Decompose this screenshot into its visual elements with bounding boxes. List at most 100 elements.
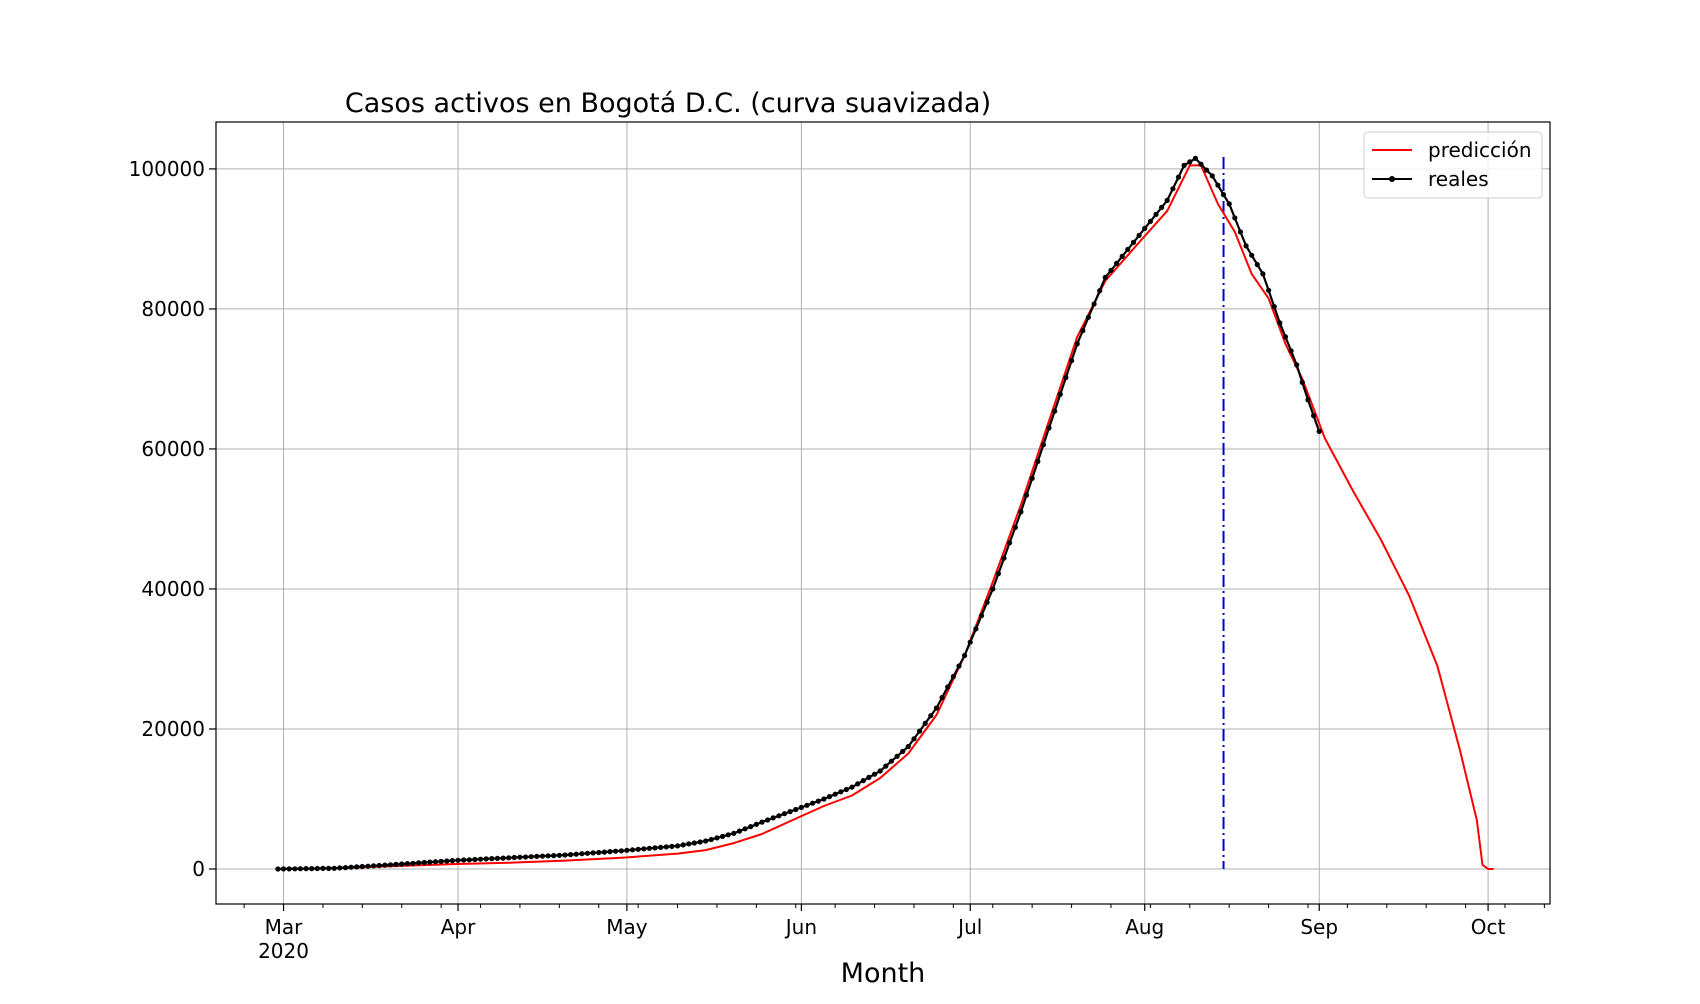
data-point: [821, 796, 827, 802]
data-point: [770, 815, 776, 821]
data-point: [382, 862, 388, 868]
data-point: [686, 841, 692, 847]
data-point: [1029, 475, 1035, 481]
x-tick-label: Jun: [784, 915, 817, 939]
data-point: [872, 771, 878, 777]
data-point: [1007, 540, 1013, 546]
data-point: [1102, 274, 1108, 280]
data-point: [387, 862, 394, 868]
x-tick-label: Mar: [265, 915, 304, 939]
legend-label-reales: reales: [1428, 167, 1489, 191]
data-point: [1181, 162, 1187, 168]
data-point: [1114, 260, 1120, 266]
x-tick-label: Aug: [1125, 915, 1164, 939]
data-point: [1299, 379, 1305, 385]
data-point: [444, 858, 450, 864]
data-point: [815, 798, 821, 804]
data-point: [911, 736, 917, 742]
data-point: [838, 789, 844, 795]
data-point: [1001, 555, 1007, 561]
data-point: [1012, 524, 1018, 531]
data-point: [506, 855, 512, 861]
data-point: [753, 821, 760, 827]
data-point: [1232, 215, 1238, 221]
data-point: [973, 626, 979, 632]
legend-marker: [1389, 176, 1395, 182]
data-point: [635, 846, 641, 852]
data-point: [275, 866, 281, 872]
data-point: [1159, 204, 1165, 210]
y-tick-label: 0: [192, 857, 205, 881]
data-point: [978, 613, 985, 619]
data-point: [579, 851, 585, 857]
data-point: [720, 833, 726, 840]
data-point: [691, 840, 698, 846]
data-point: [393, 861, 399, 868]
data-point: [810, 800, 816, 806]
data-point: [849, 784, 855, 790]
x-tick-label: Apr: [441, 915, 476, 939]
data-point: [438, 858, 444, 865]
data-point: [371, 863, 377, 869]
data-point: [894, 753, 900, 759]
data-point: [742, 826, 748, 832]
series-line-prediccion: [277, 164, 1494, 870]
data-point: [855, 781, 861, 787]
data-point: [933, 705, 940, 711]
data-point: [736, 828, 743, 834]
data-point: [1097, 288, 1103, 294]
data-point: [939, 694, 945, 701]
data-point: [584, 850, 591, 856]
data-point: [917, 728, 923, 734]
data-point: [624, 847, 630, 853]
data-point: [956, 663, 962, 669]
y-tick-label: 100000: [129, 157, 205, 181]
data-point: [528, 854, 534, 860]
data-point: [1035, 458, 1041, 465]
data-point: [883, 763, 889, 769]
data-point: [331, 865, 337, 871]
data-point: [1069, 358, 1075, 364]
data-point: [1057, 391, 1063, 397]
data-point: [511, 854, 517, 861]
data-point: [568, 852, 574, 858]
data-point: [1136, 232, 1142, 238]
data-point: [658, 844, 664, 851]
data-point: [376, 862, 382, 869]
data-point: [765, 817, 771, 823]
data-point: [905, 743, 911, 750]
data-point: [629, 847, 636, 853]
data-point: [1305, 397, 1311, 403]
data-point: [697, 839, 703, 845]
data-point: [1142, 225, 1148, 231]
data-point: [984, 599, 990, 605]
data-point: [967, 639, 973, 645]
data-point: [337, 865, 343, 871]
data-point: [1215, 182, 1221, 188]
data-point: [348, 864, 354, 870]
data-point: [613, 848, 619, 854]
data-point: [404, 861, 410, 867]
data-point: [832, 791, 838, 797]
data-point: [877, 768, 883, 774]
data-point: [1170, 186, 1176, 192]
data-point: [646, 845, 653, 851]
data-point: [1108, 267, 1114, 273]
series-lines: [275, 155, 1494, 872]
data-point: [922, 720, 928, 727]
data-point: [449, 858, 455, 864]
y-tick-label: 20000: [141, 717, 205, 741]
data-point: [1175, 174, 1182, 180]
data-point: [1164, 197, 1170, 203]
data-point: [280, 866, 287, 872]
data-point: [359, 863, 365, 870]
data-point: [1130, 239, 1137, 245]
x-tick-label: May: [606, 915, 648, 939]
data-point: [990, 586, 996, 592]
data-point: [1243, 243, 1249, 249]
data-point: [500, 855, 506, 861]
x-axis-label: Month: [841, 958, 926, 989]
x-tick-label: Sep: [1300, 915, 1338, 939]
